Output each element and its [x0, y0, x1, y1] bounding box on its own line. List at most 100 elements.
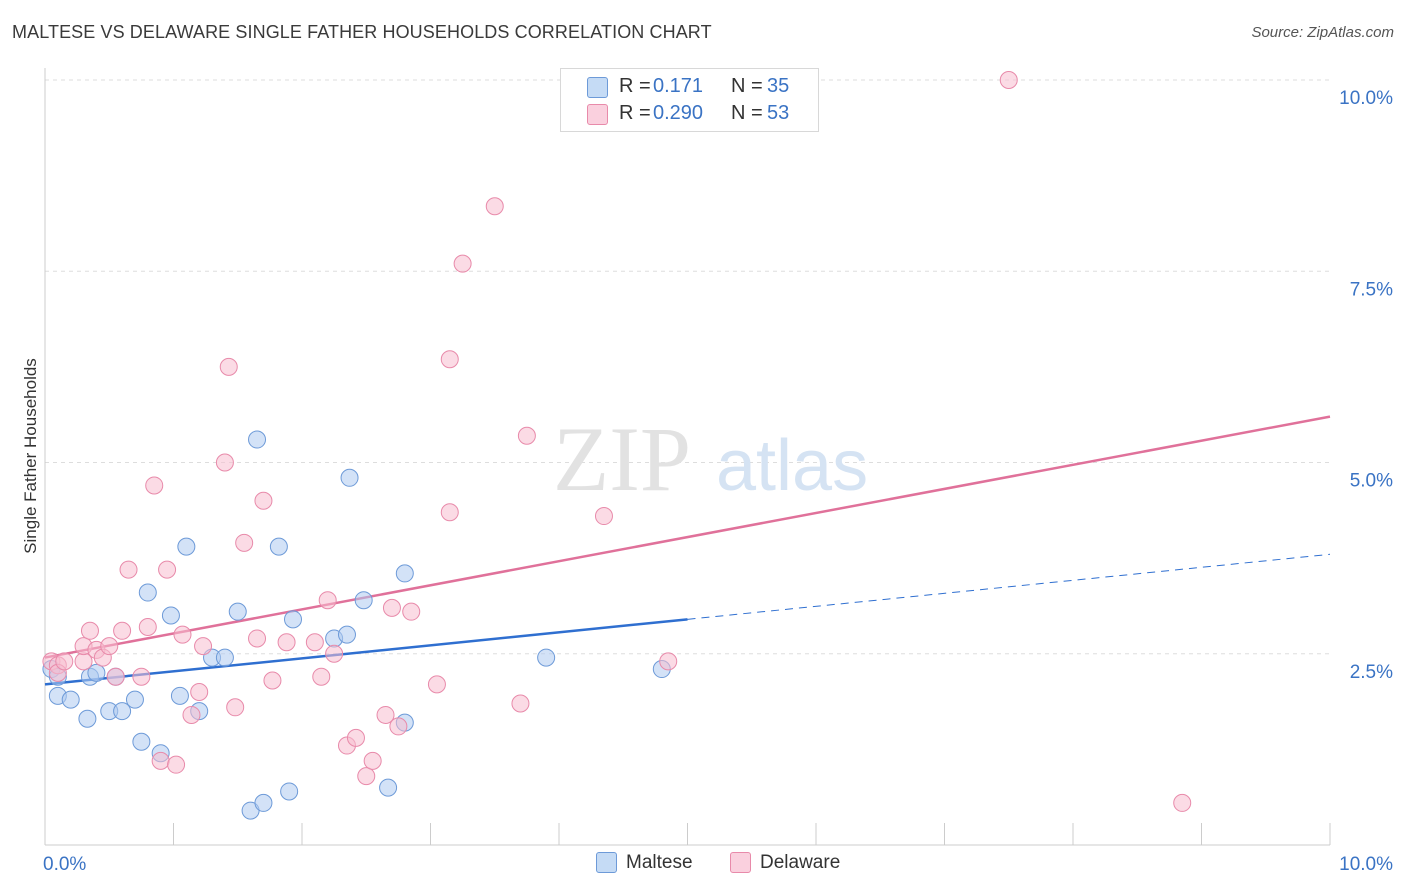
point-delaware	[485, 197, 504, 216]
point-delaware	[190, 683, 209, 701]
point-delaware	[659, 652, 678, 671]
y-tick-label: 2.5%	[1350, 662, 1393, 683]
point-maltese	[125, 690, 144, 709]
point-delaware	[113, 621, 132, 640]
point-delaware	[194, 637, 213, 656]
point-delaware	[182, 705, 201, 724]
legend-n-value: 53	[767, 102, 790, 124]
legend-r-value: 0.171	[653, 75, 704, 97]
bottom-legend-swatch-maltese	[596, 852, 617, 873]
point-maltese	[170, 686, 189, 705]
trend-line-delaware	[44, 415, 1331, 659]
point-delaware	[517, 426, 536, 445]
legend-r-label: R =	[619, 75, 651, 97]
legend-n-label: N =	[731, 102, 763, 124]
point-delaware	[263, 671, 282, 690]
point-delaware	[106, 667, 125, 686]
point-maltese	[280, 782, 299, 801]
point-maltese	[537, 648, 556, 667]
point-maltese	[284, 610, 303, 629]
point-delaware	[132, 667, 151, 686]
data-points	[42, 71, 1192, 820]
x-tick-labels: 0.0% 10.0%	[43, 854, 1393, 875]
trend-line-maltese	[44, 618, 688, 686]
point-maltese	[248, 430, 267, 449]
y-tick-label: 10.0%	[1339, 88, 1393, 109]
point-maltese	[87, 663, 106, 682]
legend-r-label: R =	[619, 102, 651, 124]
point-delaware	[511, 694, 530, 713]
legend-n-label: N =	[731, 75, 763, 97]
point-delaware	[254, 491, 273, 510]
chart-source: Source: ZipAtlas.com	[1251, 24, 1394, 41]
x-tick-label: 10.0%	[1339, 854, 1393, 875]
point-delaware	[151, 751, 170, 770]
legend-swatch-delaware	[587, 104, 608, 125]
point-maltese	[61, 690, 80, 709]
watermark: ZIP atlas	[553, 408, 868, 510]
point-delaware	[158, 560, 177, 579]
point-delaware	[440, 503, 459, 522]
legend: R = 0.171 N = 35 R = 0.290 N = 53	[560, 68, 819, 132]
point-maltese	[254, 793, 273, 812]
point-delaware	[325, 644, 344, 663]
y-tick-label: 5.0%	[1350, 471, 1393, 492]
point-delaware	[363, 751, 382, 770]
point-delaware	[1173, 793, 1192, 812]
point-delaware	[357, 767, 376, 786]
point-maltese	[215, 648, 234, 667]
point-delaware	[80, 621, 99, 640]
legend-row-delaware: R = 0.290 N = 53	[561, 101, 818, 127]
point-maltese	[78, 709, 97, 728]
point-maltese	[269, 537, 288, 556]
x-tick-marks	[44, 823, 1331, 845]
x-tick-label: 0.0%	[43, 854, 86, 875]
legend-r-value: 0.290	[653, 102, 704, 124]
point-maltese	[337, 625, 356, 644]
point-delaware	[594, 507, 613, 526]
point-delaware	[55, 652, 74, 671]
point-delaware	[318, 591, 337, 610]
bottom-legend-label-delaware: Delaware	[760, 852, 841, 873]
point-delaware	[138, 617, 157, 636]
point-delaware	[145, 476, 164, 495]
point-delaware	[382, 598, 401, 617]
trend-line-maltese-extension	[687, 553, 1331, 620]
point-delaware	[376, 705, 395, 724]
chart-title: MALTESE VS DELAWARE SINGLE FATHER HOUSEH…	[12, 22, 712, 42]
point-delaware	[440, 350, 459, 369]
bottom-legend-label-maltese: Maltese	[626, 852, 693, 873]
point-delaware	[999, 71, 1018, 89]
point-delaware	[167, 755, 186, 774]
point-maltese	[161, 606, 180, 625]
point-maltese	[395, 564, 414, 583]
point-maltese	[138, 583, 157, 602]
legend-swatch-maltese	[587, 77, 608, 98]
point-delaware	[119, 560, 138, 579]
point-maltese	[379, 778, 398, 797]
bottom-legend-swatch-delaware	[730, 852, 751, 873]
point-maltese	[340, 468, 359, 487]
point-delaware	[305, 633, 324, 652]
y-tick-labels: 2.5% 5.0% 7.5% 10.0%	[1339, 88, 1393, 683]
point-delaware	[100, 637, 119, 656]
point-maltese	[113, 702, 132, 721]
point-delaware	[226, 698, 245, 717]
point-delaware	[453, 254, 472, 273]
legend-n-value: 35	[767, 75, 790, 97]
point-delaware	[248, 629, 267, 648]
point-delaware	[219, 357, 238, 376]
point-maltese	[228, 602, 247, 621]
watermark-zip: ZIP	[553, 408, 691, 510]
point-delaware	[346, 728, 365, 747]
point-delaware	[215, 453, 234, 472]
point-maltese	[354, 591, 373, 610]
legend-row-maltese: R = 0.171 N = 35	[561, 74, 818, 100]
point-delaware	[173, 625, 192, 644]
point-delaware	[427, 675, 446, 694]
trend-lines	[44, 415, 1331, 686]
point-delaware	[277, 633, 296, 652]
point-maltese	[177, 537, 196, 556]
y-tick-label: 7.5%	[1350, 279, 1393, 300]
